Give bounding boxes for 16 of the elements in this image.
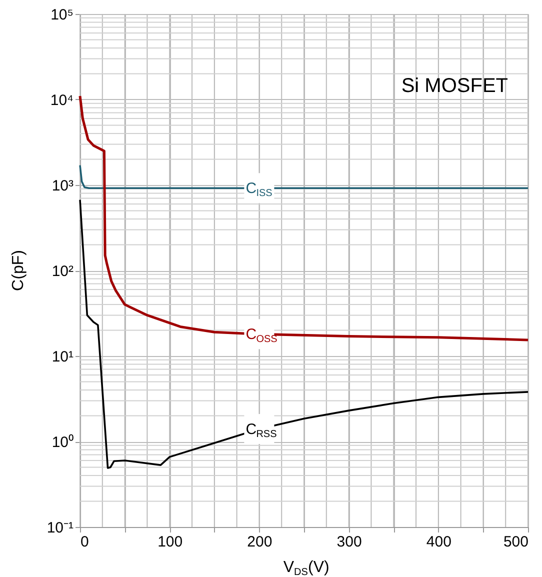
y-tick-label: 10⁻¹	[46, 520, 74, 536]
y-tick-label: 10³	[52, 178, 74, 194]
x-tick-label: 300	[336, 534, 362, 550]
x-tick-label: 0	[80, 534, 89, 550]
y-tick-label: 10⁰	[52, 434, 74, 451]
x-tick-label: 200	[247, 534, 272, 550]
text: Si MOSFET	[401, 75, 508, 97]
line-series	[79, 198, 529, 469]
x-tick-label: 100	[158, 534, 183, 550]
y-tick-label: 10²	[52, 263, 74, 280]
y-tick-label: 10⁴	[50, 92, 74, 109]
y-axis-title: C(pF)	[10, 250, 27, 291]
y-tick-label: 10⁵	[50, 6, 74, 24]
y-tick-label: 10¹	[52, 348, 74, 366]
x-tick-label: 500	[503, 534, 528, 550]
x-tick-label: 400	[426, 534, 452, 550]
